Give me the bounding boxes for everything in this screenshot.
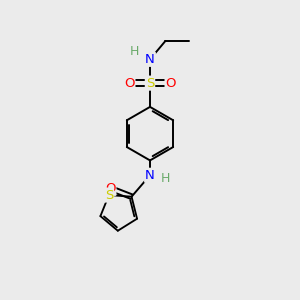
Text: O: O [124, 76, 134, 90]
Text: O: O [105, 182, 116, 195]
Text: S: S [105, 189, 113, 202]
Text: N: N [145, 53, 155, 66]
Text: S: S [146, 76, 154, 90]
Text: N: N [145, 169, 155, 182]
Text: H: H [161, 172, 170, 185]
Text: O: O [166, 76, 176, 90]
Text: H: H [130, 44, 139, 58]
